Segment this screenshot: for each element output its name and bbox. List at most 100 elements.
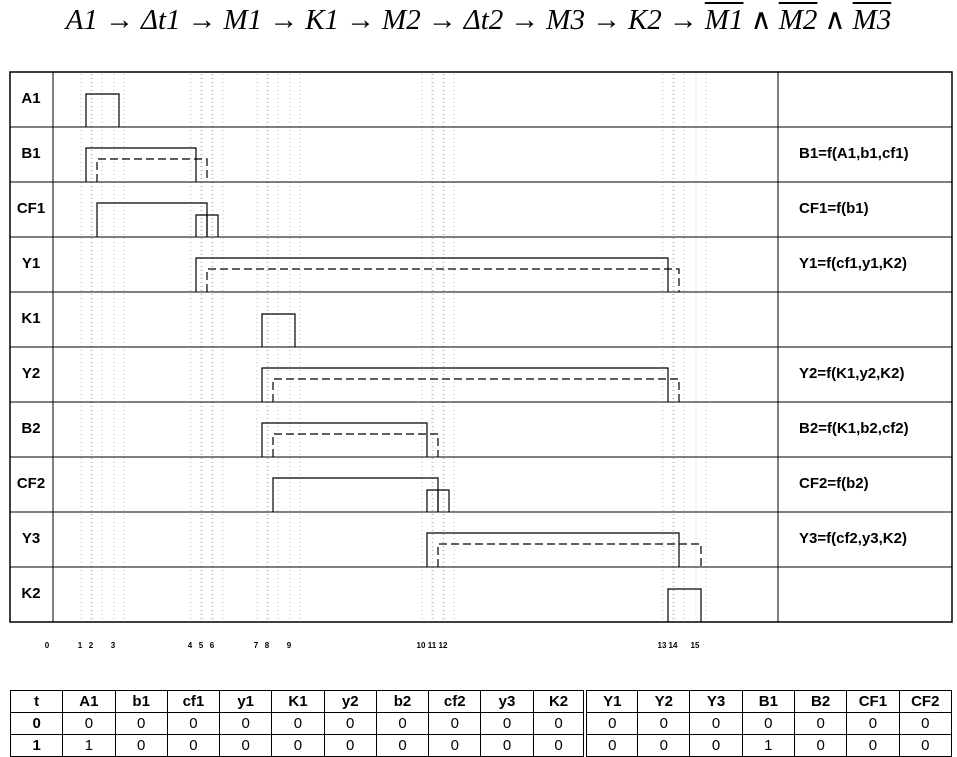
table-cell: 0 [689,712,743,735]
row-function: B1=f(A1,b1,cf1) [799,145,909,162]
waveform [261,422,428,457]
table-cell: 0 [323,712,377,735]
timing-diagram: A1 B1 B1=f(A1,b1,cf1) CF1 CF1=f(b1) Y1 Y1=f(cf… [9,71,953,650]
time-label: 11 [428,641,437,650]
formula-term: M2 [382,4,421,36]
table-cell: 0 [166,734,221,757]
header-cell: Y3 [689,690,743,713]
time-label: 7 [254,641,259,650]
formula-term: M1 [223,4,263,36]
waveform [272,378,680,402]
negated-term: M3 [852,4,892,36]
formula-term: Δt1 [140,4,181,36]
time-label: 5 [199,641,204,650]
arrow: → [187,4,217,36]
row-label: A1 [21,90,40,107]
table-cell: 0 [584,712,639,735]
table-cell: 0 [375,712,430,735]
header-cell: K2 [532,690,588,713]
table-cell: 0 [532,734,588,757]
time-label: 6 [210,641,215,650]
table-cell: 0 [428,712,482,735]
header-cell: B1 [741,690,795,713]
time-label: 1 [78,641,83,650]
row-function: Y2=f(K1,y2,K2) [799,365,904,382]
row-label: Y2 [22,365,40,382]
waveform [85,93,120,127]
truth-table: t A1 b1 cf1 y1 K1 y2 b2 cf2 y3 K2 Y1 Y2 Y3 B1 B2 CF1 CF2 0… [9,690,953,757]
time-label: 2 [89,641,94,650]
table-cell: 0 [637,712,691,735]
header-cell: y3 [480,690,534,713]
formula-term: M3 [546,4,585,36]
waveform [426,532,680,567]
table-cell: 0 [114,734,168,757]
table-cell: 0 [793,734,848,757]
formula-term: A1 [65,4,98,36]
waveform [437,543,702,567]
formula: A1 → Δt1 → M1 → K1 → M2 → Δt2 → M3 → K2 → M1 ∧ M2 ∧ M3 [0,2,957,37]
header-cell: t [9,690,64,713]
formula-term: K2 [627,4,662,36]
header-cell: y2 [323,690,377,713]
conjunction: ∧ [824,4,846,36]
time-label: 3 [111,641,116,650]
table-cell: 0 [271,734,325,757]
header-cell: CF1 [846,690,900,713]
table-cell: 0 [741,712,795,735]
waveform [195,257,669,292]
waveform [272,477,439,512]
arrow: → [269,4,299,36]
table-cell: 0 [219,734,273,757]
arrow: → [427,4,457,36]
header-cell: B2 [793,690,848,713]
header-row: t A1 b1 cf1 y1 K1 y2 b2 cf2 y3 K2 Y1 Y2 Y3 B1 B2 CF1 CF2 [9,690,953,713]
header-cell: y1 [219,690,273,713]
table-cell: 0 [584,734,639,757]
header-cell: Y1 [584,690,639,713]
formula-term: Δt2 [463,4,504,36]
row-label: B2 [21,420,40,437]
table-cell: 0 [689,734,743,757]
row-label: Y3 [22,530,40,547]
table-cell: 0 [428,734,482,757]
arrow: → [346,4,376,36]
table-cell: 0 [846,734,900,757]
arrow: → [668,4,698,36]
table-cell: 0 [898,734,953,757]
time-label: 15 [691,641,700,650]
waveform [272,433,439,457]
table-cell: 0 [898,712,953,735]
header-cell: b1 [114,690,168,713]
waveform [96,158,208,182]
time-label: 0 [45,641,50,650]
waveform [261,313,296,347]
waveform [206,268,680,292]
row-label: B1 [21,145,40,162]
table-cell: 1 [62,734,116,757]
table-cell: 0 [219,712,273,735]
time-label: 14 [669,641,678,650]
row-label: K1 [21,310,40,327]
table-cell: 0 [114,712,168,735]
table-cell: 1 [9,734,64,757]
header-cell: CF2 [898,690,953,713]
row-label: K2 [21,585,40,602]
arrow: → [591,4,621,36]
time-label: 9 [287,641,292,650]
table-cell: 0 [323,734,377,757]
arrow: → [510,4,540,36]
negated-term: M1 [704,4,744,36]
waveform [85,147,197,182]
formula-term: K1 [305,4,340,36]
table-cell: 0 [793,712,848,735]
time-label: 8 [265,641,270,650]
table-cell: 0 [9,712,64,735]
row-function: CF2=f(b2) [799,475,869,492]
time-label: 12 [439,641,448,650]
row-label: CF2 [17,475,45,492]
table-cell: 0 [62,712,116,735]
